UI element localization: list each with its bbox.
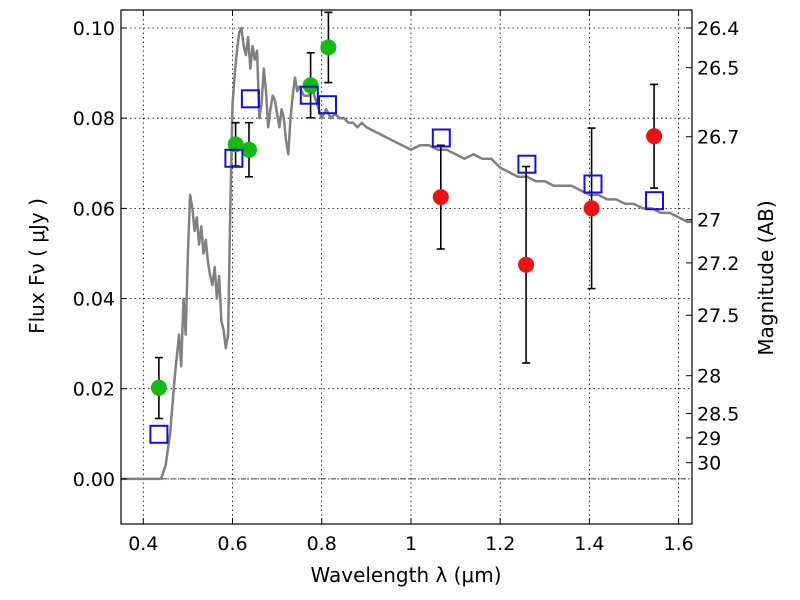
plot-frame	[120, 9, 693, 525]
y2-tick-label: 26.7	[697, 127, 739, 149]
y2-tick-label: 29	[697, 428, 721, 450]
red-data-point	[646, 128, 663, 145]
green-data-point	[320, 39, 337, 56]
x-tick-label: 0.6	[217, 533, 247, 555]
blue-model-point	[645, 191, 664, 211]
blue-model-point	[149, 424, 169, 444]
x-tick-label: 0.8	[307, 533, 337, 555]
red-data-point	[518, 256, 535, 273]
y2-tick-label: 27.2	[697, 253, 739, 275]
x-tick-label: 1.6	[663, 533, 693, 555]
y-tick-label: 0.08	[73, 108, 115, 130]
y-tick-label: 0.04	[73, 289, 115, 311]
y-tick-label: 0.02	[73, 379, 115, 401]
green-data-point	[241, 141, 257, 158]
y2-tick-label: 27.5	[697, 305, 739, 327]
x-tick-label: 1.2	[485, 533, 515, 555]
y2-tick-label: 26.4	[697, 18, 739, 40]
y-tick-label: 0.06	[73, 198, 115, 220]
y2-tick-label: 26.5	[697, 58, 739, 80]
blue-model-point	[517, 154, 537, 174]
y2-tick-label: 30	[697, 453, 721, 475]
red-data-point	[583, 200, 600, 217]
green-data-point	[150, 379, 167, 396]
x-axis-title: Wavelength λ (μm)	[310, 563, 501, 587]
y2-tick-label: 28.5	[697, 404, 739, 426]
blue-model-point	[240, 89, 260, 109]
x-tick-label: 0.4	[128, 533, 158, 555]
y-tick-label: 0.10	[73, 18, 115, 40]
blue-model-point	[583, 174, 603, 194]
x-tick-label: 1.4	[574, 533, 604, 555]
y-axis-title: Flux Fν ( μJy )	[25, 198, 49, 334]
blue-model-point	[299, 85, 319, 105]
y2-tick-label: 28	[697, 366, 721, 388]
green-data-point	[302, 77, 319, 94]
data-markers	[149, 39, 664, 444]
y-tick-label: 0.00	[73, 469, 115, 491]
model-spectrum-line	[121, 26, 692, 481]
x-tick-label: 1	[405, 533, 417, 555]
blue-model-point	[318, 95, 337, 115]
tick-labels: 0.4 0.6 0.8 1 1.2 1.4 1.6 0.00 0.02 0.04 0.06 0.08 0…	[73, 18, 740, 555]
y2-axis-title: Magnitude (AB)	[754, 200, 778, 355]
green-data-point	[227, 136, 244, 153]
blue-model-point	[224, 148, 244, 168]
red-data-point	[432, 189, 449, 206]
y2-tick-label: 27	[697, 210, 721, 232]
axis-ticks	[121, 10, 692, 524]
model-spectrum	[121, 26, 692, 481]
blue-model-point	[431, 128, 451, 148]
